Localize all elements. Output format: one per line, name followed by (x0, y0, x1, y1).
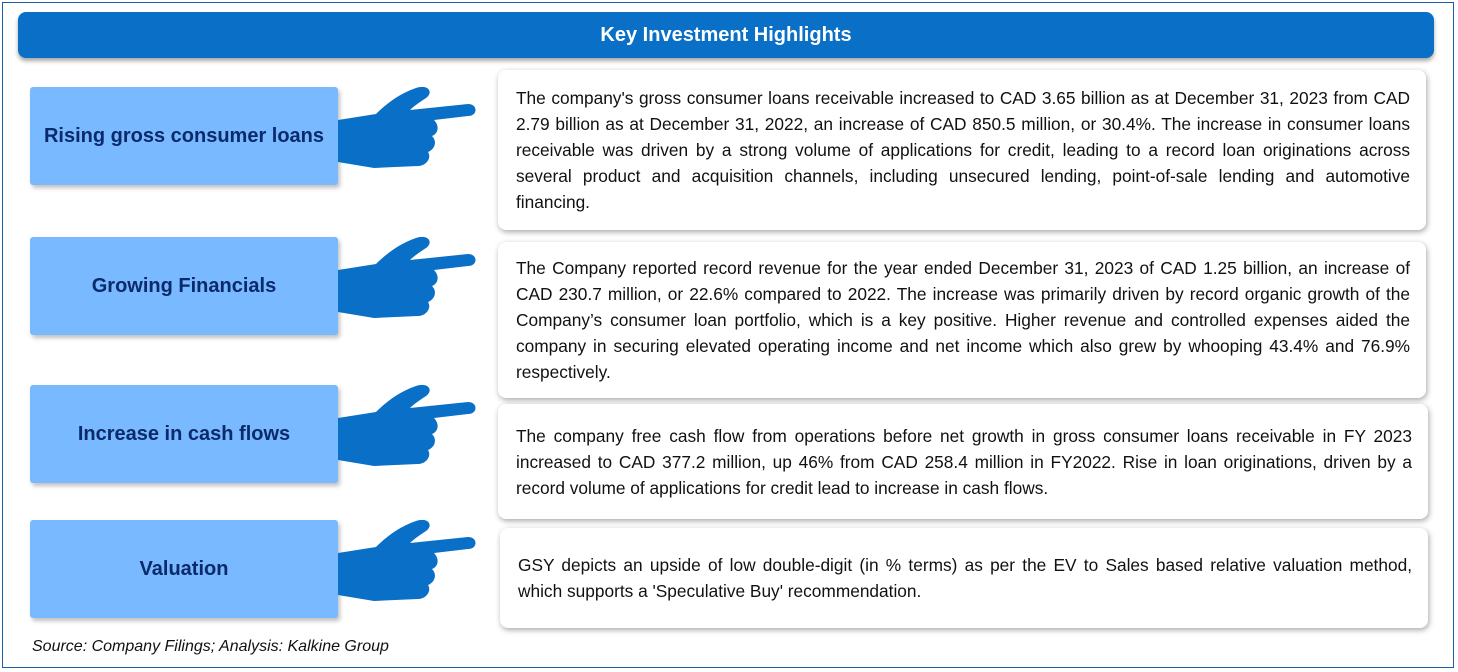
pointing-hand-icon (338, 86, 476, 168)
highlight-text-box-3: The company free cash flow from operatio… (498, 404, 1428, 519)
pointing-hand-icon (338, 384, 476, 466)
highlight-text-1: The company's gross consumer loans recei… (516, 88, 1410, 212)
highlight-text-box-1: The company's gross consumer loans recei… (498, 70, 1426, 230)
highlight-label-1: Rising gross consumer loans (30, 87, 338, 185)
highlight-text-3: The company free cash flow from operatio… (516, 425, 1412, 498)
page-title: Key Investment Highlights (18, 12, 1434, 58)
highlight-text-box-2: The Company reported record revenue for … (498, 242, 1426, 398)
source-note: Source: Company Filings; Analysis: Kalki… (32, 638, 389, 655)
highlight-label-2: Growing Financials (30, 237, 338, 335)
pointing-hand-icon (338, 519, 476, 601)
highlight-label-4: Valuation (30, 520, 338, 618)
highlight-text-box-4: GSY depicts an upside of low double-digi… (500, 528, 1428, 628)
highlight-label-3: Increase in cash flows (30, 385, 338, 483)
highlight-text-4: GSY depicts an upside of low double-digi… (518, 555, 1412, 601)
highlight-text-2: The Company reported record revenue for … (516, 258, 1410, 382)
pointing-hand-icon (338, 236, 476, 318)
